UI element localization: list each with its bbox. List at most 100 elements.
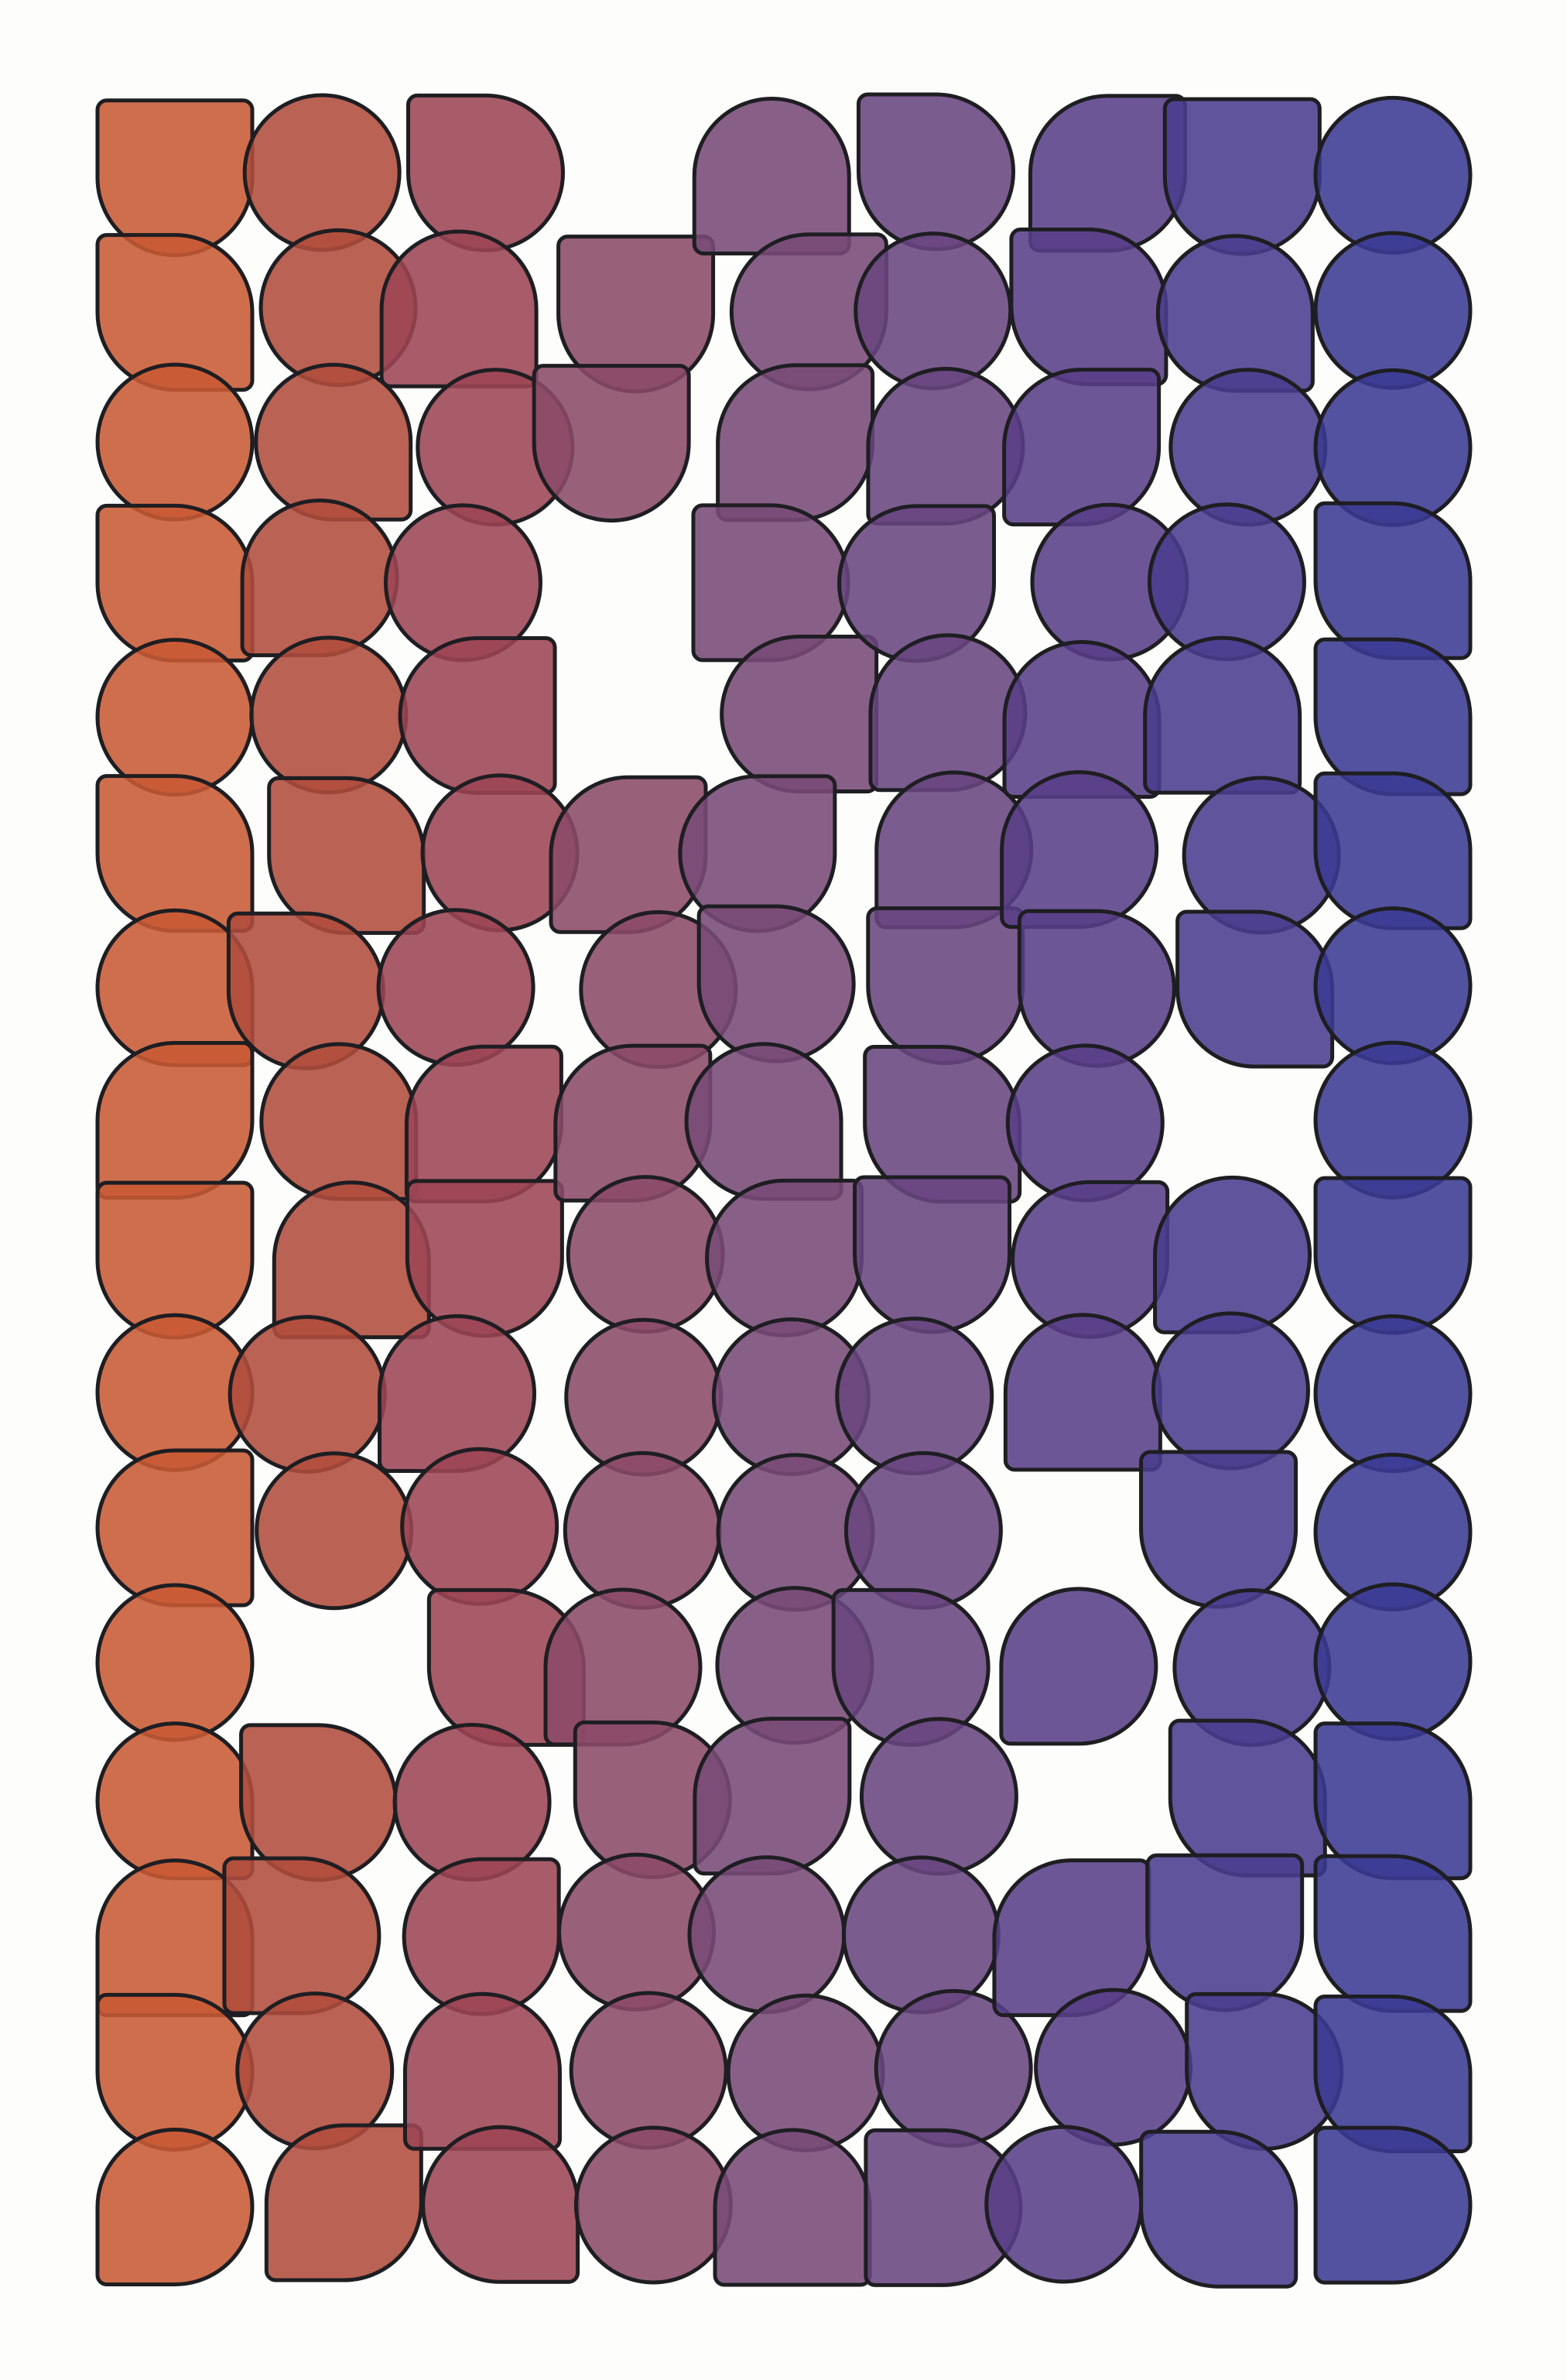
tile [1005, 1043, 1165, 1203]
tile [1313, 1721, 1473, 1881]
tile [1313, 1314, 1473, 1474]
tile [693, 1717, 852, 1876]
tile [404, 1044, 563, 1204]
tile [95, 98, 255, 258]
tile [569, 1991, 728, 2150]
tile [242, 93, 402, 252]
tile [843, 1450, 1003, 1610]
tile [1175, 909, 1335, 1069]
tile [532, 364, 691, 523]
tile [1168, 368, 1328, 527]
tile [687, 1855, 847, 2015]
tile [1313, 906, 1473, 1066]
tile [95, 1448, 255, 1608]
tile [402, 1857, 561, 2016]
tile [398, 635, 557, 795]
tile [1034, 1988, 1193, 2147]
tile [259, 1042, 419, 1201]
tile [400, 1447, 559, 1606]
tile [1139, 1450, 1298, 1609]
tile [1143, 635, 1302, 795]
tile [1313, 1582, 1473, 1741]
tile [984, 2125, 1144, 2284]
tile [716, 363, 875, 522]
tile [95, 1721, 255, 1881]
tile [857, 92, 1016, 252]
tile [691, 503, 850, 663]
tile [95, 1583, 255, 1742]
tile [255, 1451, 414, 1611]
tile [95, 1992, 255, 2152]
tile [95, 2127, 255, 2286]
tile [240, 498, 399, 658]
tile [376, 908, 535, 1067]
tile [392, 1723, 552, 1882]
tile [1000, 770, 1159, 930]
tile [1313, 1176, 1473, 1335]
tile [859, 1717, 1018, 1876]
tile [249, 635, 409, 795]
tile [264, 2123, 423, 2282]
tile [566, 1175, 725, 1334]
tile [1145, 1853, 1305, 2012]
tile [866, 366, 1025, 526]
tile [254, 362, 413, 522]
tile [864, 2128, 1023, 2287]
tile [841, 1855, 1001, 2015]
tile [95, 503, 255, 663]
tile [1313, 637, 1473, 796]
tile [837, 504, 997, 663]
tile [1313, 1995, 1473, 2154]
tile [1168, 1718, 1327, 1878]
tile [684, 1042, 843, 1201]
tile [1313, 1854, 1473, 2013]
tile [95, 638, 255, 797]
tile [95, 362, 255, 522]
tile [868, 633, 1028, 793]
tile [1162, 97, 1322, 256]
tile [267, 776, 426, 935]
tile [406, 93, 566, 252]
tile [1002, 368, 1162, 527]
tile [222, 1856, 381, 2015]
tile [1003, 1313, 1162, 1472]
tile [1313, 231, 1473, 390]
tile [378, 1313, 537, 1473]
tile [854, 231, 1013, 391]
tile [866, 906, 1025, 1065]
tile [405, 1179, 564, 1338]
tile [573, 2125, 733, 2285]
tile [1313, 95, 1473, 255]
tile [720, 635, 879, 794]
tile-grid [95, 92, 1473, 2289]
tile [999, 1587, 1158, 1746]
tile [835, 1317, 994, 1476]
tile [563, 1450, 722, 1610]
tile [1147, 502, 1306, 662]
tile [1151, 1311, 1310, 1471]
tile [379, 229, 539, 389]
tile [421, 2125, 580, 2284]
tile [1139, 2129, 1298, 2289]
tile [705, 1178, 864, 1337]
tile [1155, 234, 1315, 393]
tile [1313, 771, 1473, 930]
tile [1313, 2125, 1473, 2285]
tile [1009, 227, 1168, 386]
tile [1313, 1040, 1473, 1200]
tile [228, 1314, 387, 1474]
tile [696, 904, 856, 1063]
tile [692, 96, 851, 255]
tile [1017, 909, 1176, 1068]
tile [402, 1991, 562, 2151]
tile [1313, 501, 1473, 660]
tile [95, 1041, 255, 1200]
tile [713, 2128, 872, 2287]
tile [1153, 1175, 1312, 1334]
tile [95, 774, 255, 933]
tile [853, 1175, 1012, 1334]
tile [1028, 94, 1187, 253]
tile [726, 1993, 885, 2152]
tile [95, 233, 255, 392]
